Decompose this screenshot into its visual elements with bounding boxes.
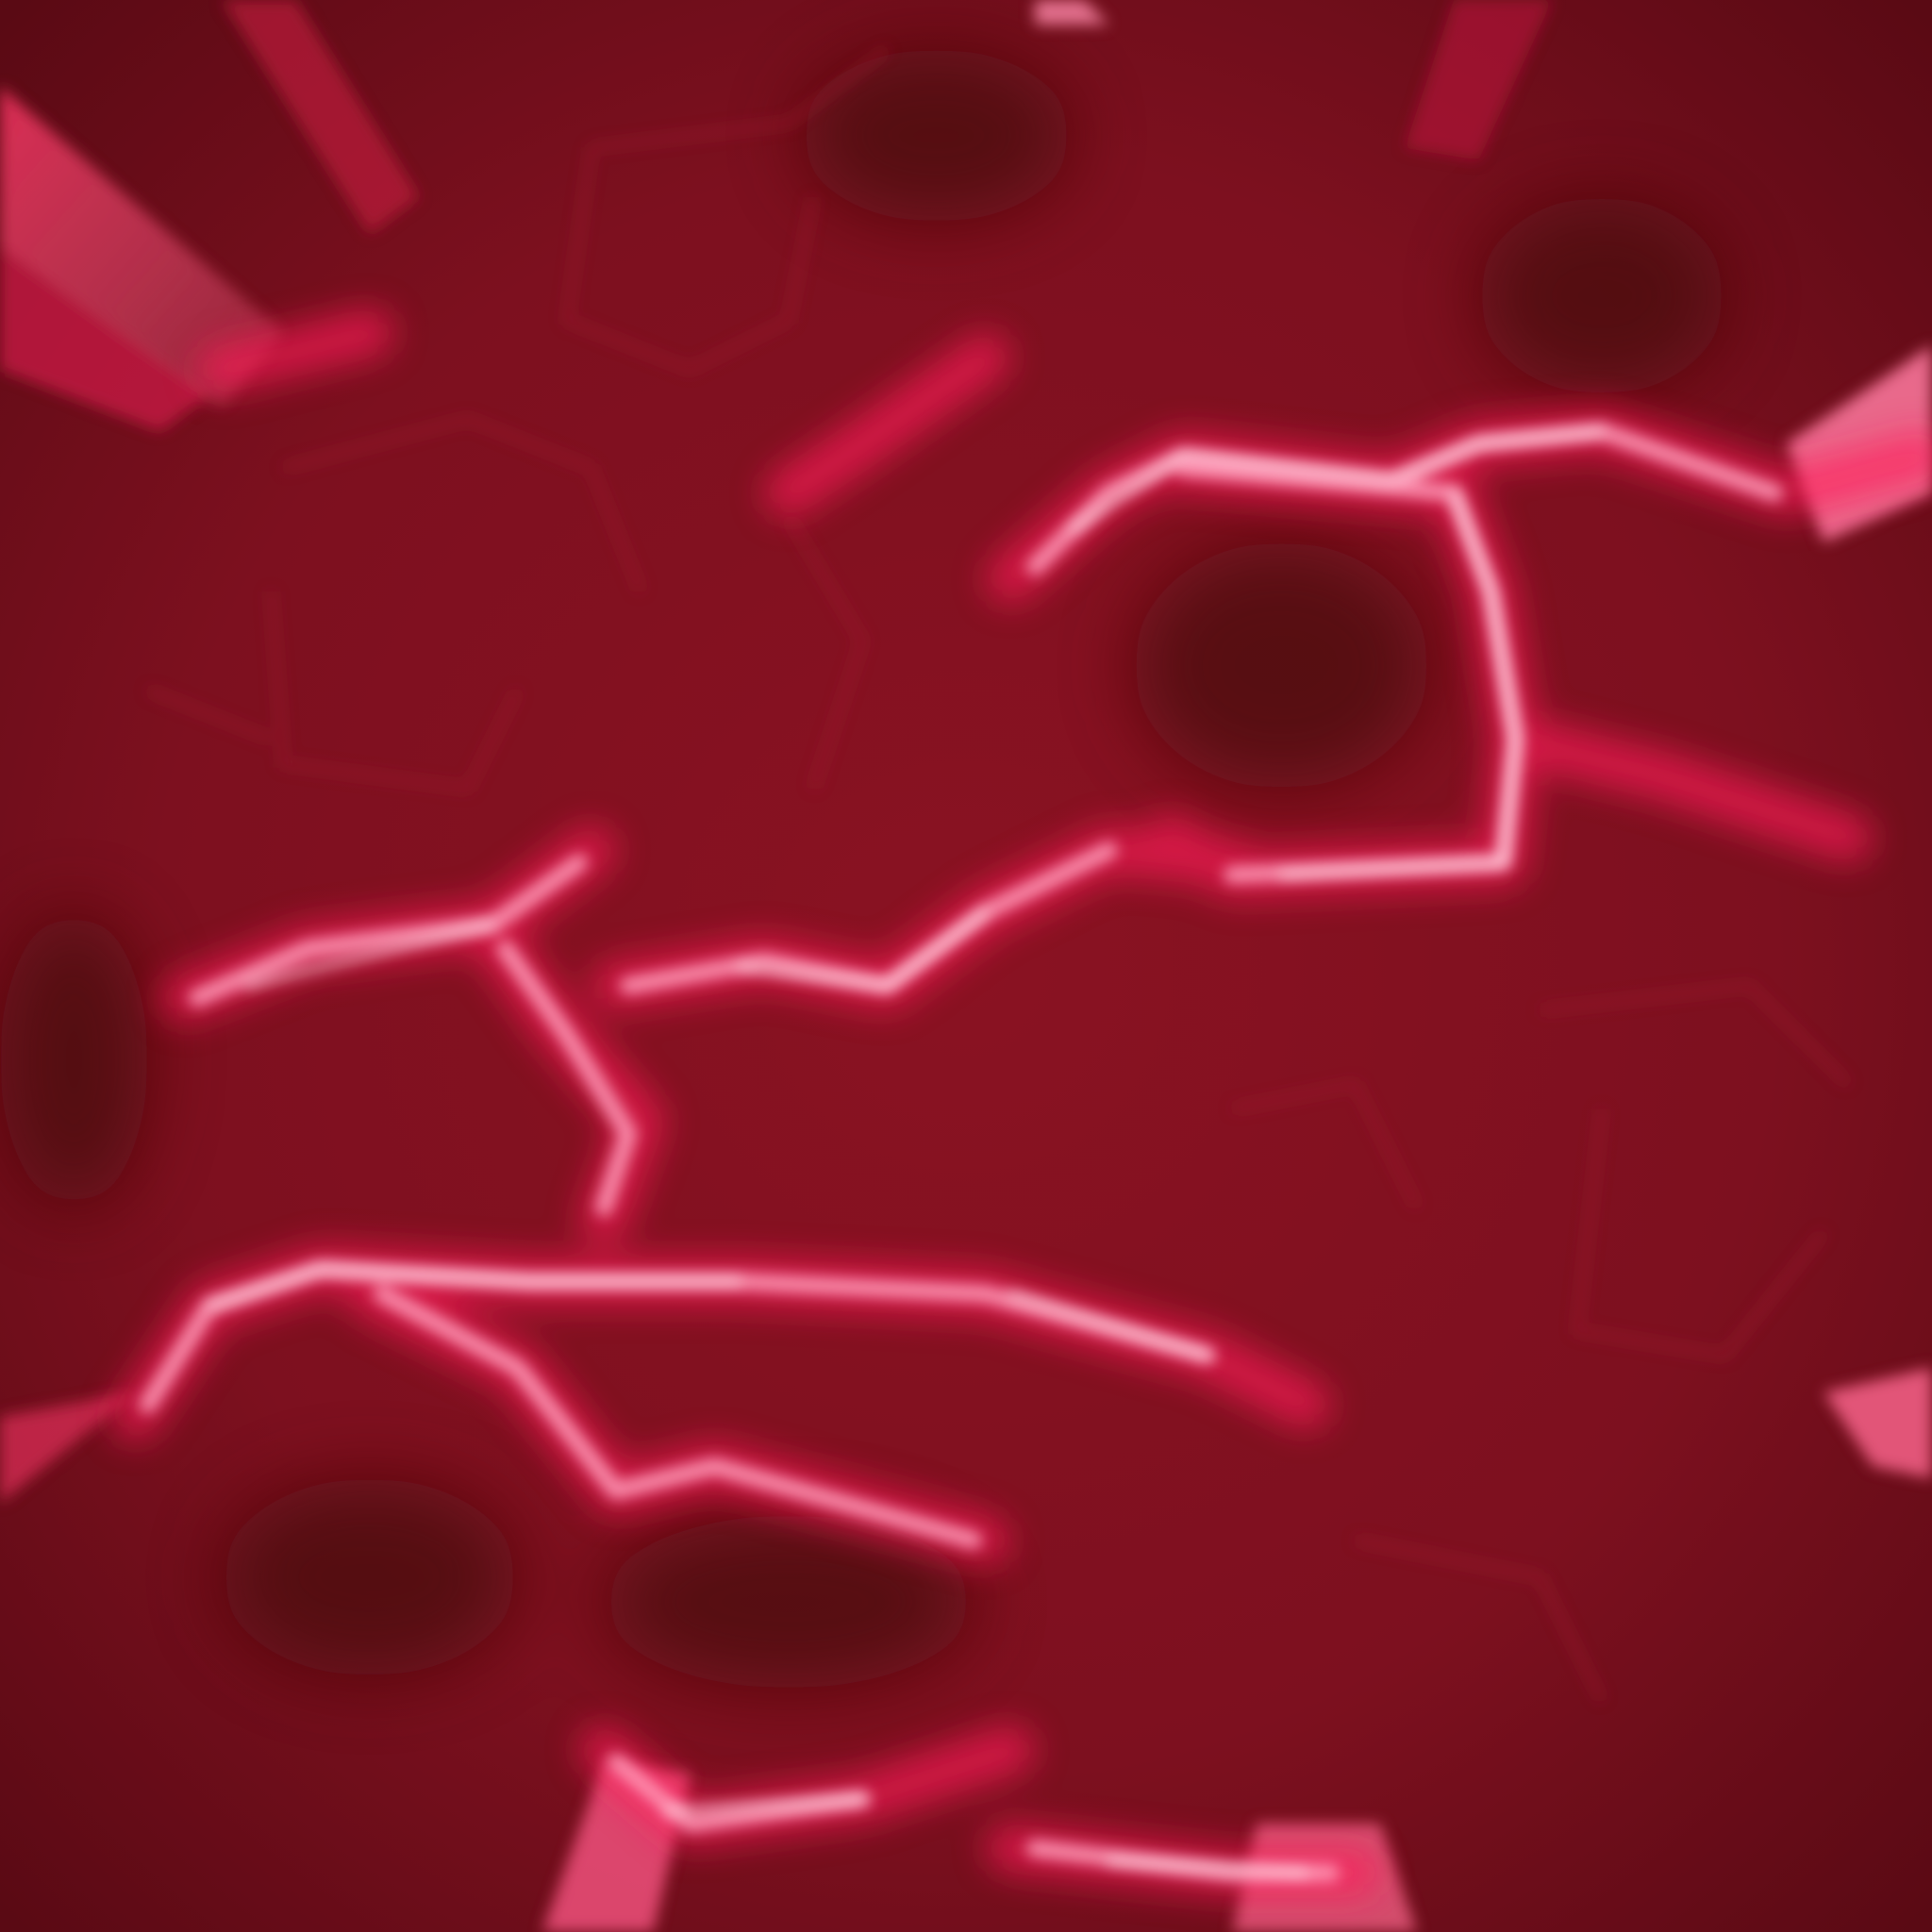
cell-lines [146, 46, 1851, 1703]
cracks [110, 308, 1932, 1898]
shadows [0, 49, 1725, 1689]
